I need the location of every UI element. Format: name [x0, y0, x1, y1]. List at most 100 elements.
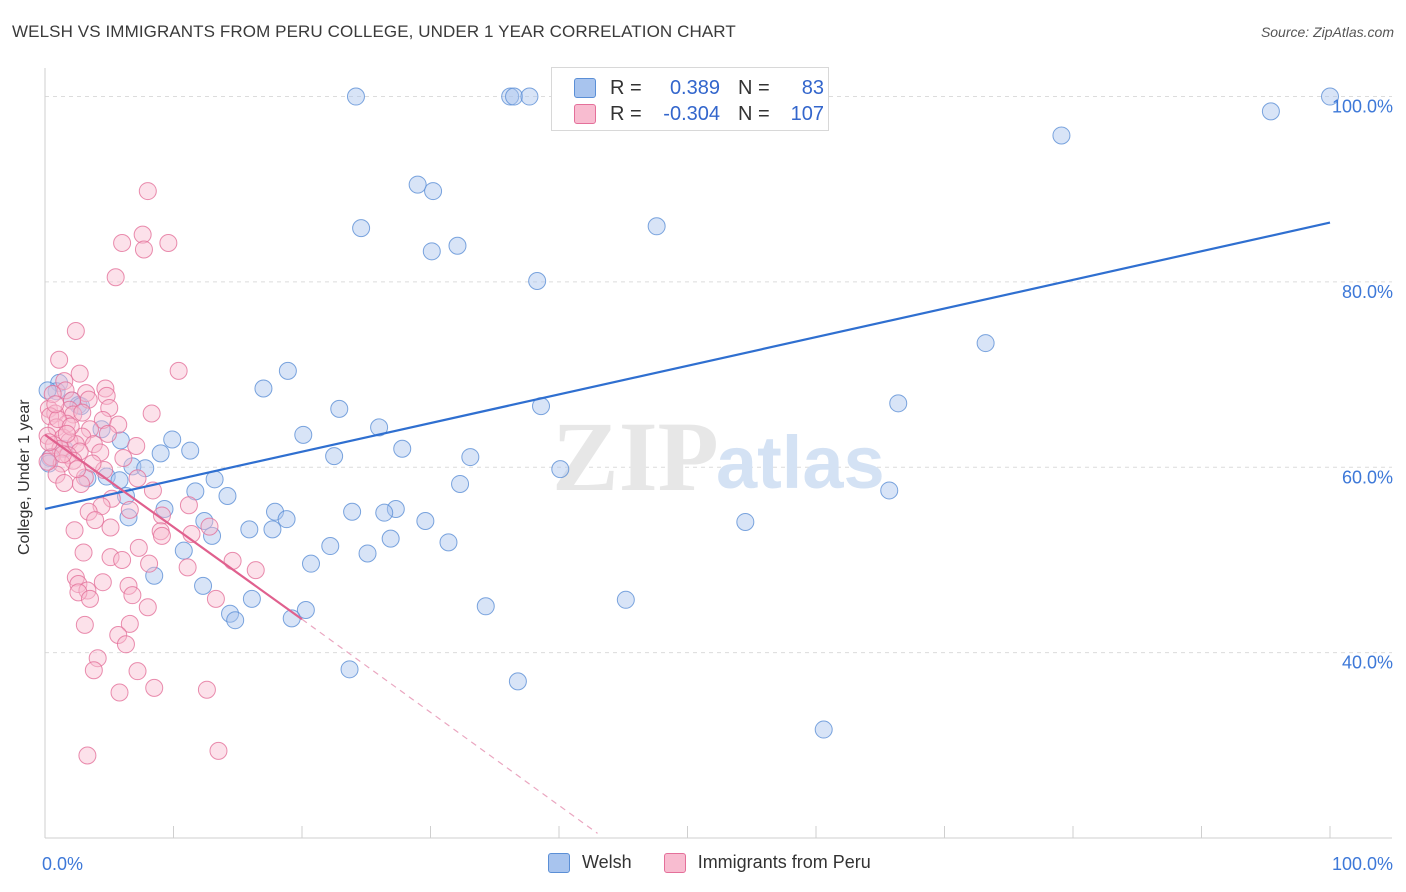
welsh-point [889, 394, 908, 413]
welsh-point [416, 512, 435, 531]
welsh-point [520, 87, 539, 106]
peru-point [138, 182, 157, 201]
watermark: ZIP atlas [552, 401, 885, 512]
peru-point [109, 415, 128, 434]
welsh-point [1261, 102, 1280, 121]
welsh-point [145, 566, 164, 585]
peru-trend-line [44, 433, 303, 621]
legend-n-label: N = [738, 76, 770, 99]
legend-label-welsh: Welsh [582, 852, 632, 872]
welsh-point [294, 425, 313, 444]
legend-r-value: 0.389 [669, 76, 720, 99]
welsh-point [393, 439, 412, 458]
welsh-point [174, 541, 193, 560]
peru-point [246, 561, 265, 580]
peru-point [66, 322, 85, 341]
welsh-point [340, 660, 359, 679]
welsh-point [181, 441, 200, 460]
legend-row-welsh: R = 0.389 N = 83 [574, 76, 824, 100]
welsh-point [254, 379, 273, 398]
welsh-point [451, 474, 470, 493]
peru-point [55, 474, 74, 493]
peru-point [78, 746, 97, 765]
welsh-point [476, 597, 495, 616]
peru-point [152, 506, 171, 525]
welsh-point [242, 589, 261, 608]
peru-point [46, 395, 65, 414]
peru-point [142, 404, 161, 423]
legend-r-label: R = [610, 102, 642, 125]
welsh-point [352, 219, 371, 238]
legend-swatch-peru [574, 104, 596, 124]
welsh-point [976, 334, 995, 353]
peru-point [120, 500, 139, 519]
welsh-point [263, 520, 282, 539]
welsh-point [408, 175, 427, 194]
source-credit: Source: ZipAtlas.com [1260, 24, 1394, 40]
peru-point [74, 543, 93, 562]
y-tick-label: 40.0% [1342, 653, 1393, 673]
welsh-point [296, 601, 315, 619]
peru-point [71, 474, 90, 493]
peru-point [145, 678, 164, 697]
peru-point [133, 225, 152, 244]
peru-trend-extension [301, 618, 598, 834]
peru-point [152, 526, 171, 545]
watermark-atlas: atlas [716, 421, 885, 504]
legend-r-label: R = [610, 76, 642, 99]
peru-point [128, 662, 147, 681]
trend-lines [44, 221, 1331, 834]
peru-point [123, 586, 142, 605]
peru-point [57, 424, 76, 443]
legend-item-welsh[interactable]: Welsh [548, 852, 632, 873]
peru-point [200, 517, 219, 536]
peru-point [120, 614, 139, 633]
welsh-point [163, 430, 182, 449]
peru-point [223, 551, 242, 570]
y-tick-label: 80.0% [1342, 282, 1393, 302]
peru-point [209, 741, 228, 760]
welsh-point [616, 590, 635, 609]
welsh-point [424, 182, 443, 201]
peru-point [110, 683, 129, 702]
peru-point [178, 558, 197, 577]
x-tick-label: 0.0% [42, 854, 83, 874]
peru-point [97, 386, 116, 405]
series-legend: Welsh Immigrants from Peru [548, 852, 903, 873]
welsh-point [346, 87, 365, 106]
welsh-point [358, 544, 377, 563]
welsh-point [528, 271, 547, 290]
peru-point [65, 521, 84, 540]
peru-point [98, 424, 117, 443]
welsh-trend-line [44, 221, 1331, 511]
legend-r-value: -0.304 [663, 102, 720, 125]
welsh-point [1052, 126, 1071, 145]
peru-point [138, 598, 157, 617]
peru-point [43, 385, 62, 404]
legend-item-peru[interactable]: Immigrants from Peru [663, 852, 871, 873]
peru-point [69, 583, 88, 602]
peru-point [70, 364, 89, 383]
peru-point [55, 372, 74, 391]
welsh-point [343, 502, 362, 521]
peru-point [39, 433, 58, 452]
peru-point [39, 399, 58, 418]
peru-point [140, 554, 159, 573]
peru-point [50, 350, 69, 369]
peru-point [127, 436, 146, 455]
peru-point [80, 589, 99, 608]
peru-point [73, 403, 92, 422]
welsh-point [110, 471, 129, 490]
legend-row-peru: R = -0.304 N = 107 [574, 102, 824, 126]
welsh-point [277, 510, 296, 529]
welsh-point [439, 533, 458, 552]
peru-point [129, 538, 148, 557]
peru-point [197, 680, 216, 699]
welsh-point [551, 460, 570, 479]
peru-point [128, 469, 147, 488]
correlation-legend: R = 0.389 N = 83 R = -0.304 N = 107 [551, 67, 829, 131]
legend-n-value: 83 [801, 76, 824, 99]
peru-point [109, 626, 128, 645]
y-tick-label: 60.0% [1342, 467, 1393, 487]
welsh-point [136, 459, 155, 478]
